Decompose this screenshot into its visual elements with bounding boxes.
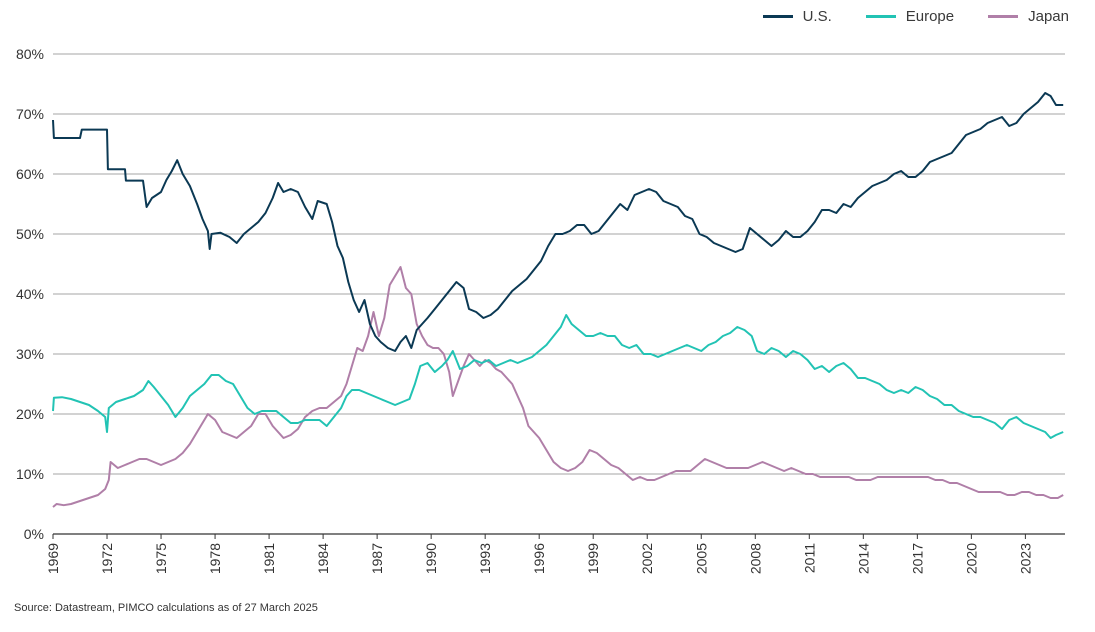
legend-item-us: U.S. <box>762 8 832 25</box>
y-tick-label: 30% <box>16 346 44 362</box>
x-tick-label: 1984 <box>315 543 331 574</box>
legend-swatch-europe <box>865 15 896 18</box>
x-tick-label: 2023 <box>1017 543 1033 574</box>
x-tick-label: 1975 <box>153 543 169 574</box>
y-tick-label: 50% <box>16 226 44 242</box>
x-tick-label: 1996 <box>531 543 547 574</box>
series-line-us <box>52 92 1064 352</box>
legend-swatch-us <box>762 15 793 18</box>
source-note: Source: Datastream, PIMCO calculations a… <box>14 602 318 614</box>
x-tick-label: 1981 <box>261 543 277 574</box>
legend-item-europe: Europe <box>865 8 955 25</box>
series-lines <box>52 92 1064 508</box>
y-tick-label: 70% <box>16 106 44 122</box>
series-line-japan <box>52 266 1064 508</box>
x-tick-label: 1999 <box>585 543 601 574</box>
x-tick-label: 2017 <box>909 543 925 574</box>
y-tick-label: 60% <box>16 166 44 182</box>
y-tick-label: 20% <box>16 406 44 422</box>
legend-item-japan: Japan <box>988 8 1069 25</box>
x-tick-label: 2002 <box>639 543 655 574</box>
x-tick-label: 1993 <box>477 543 493 574</box>
y-axis-ticks: 0% 10% 20% 30% 40% 50% 60% 70% 80% <box>16 46 44 542</box>
y-tick-label: 80% <box>16 46 44 62</box>
x-tick-label: 1969 <box>45 543 61 574</box>
x-tick-label: 1978 <box>207 543 223 574</box>
y-tick-label: 0% <box>24 526 44 542</box>
y-tick-label: 10% <box>16 466 44 482</box>
x-tick-label: 2014 <box>855 543 871 574</box>
series-line-europe <box>52 314 1064 439</box>
legend-swatch-japan <box>988 15 1019 18</box>
y-tick-label: 40% <box>16 286 44 302</box>
legend-label-japan: Japan <box>1028 8 1069 25</box>
legend-label-europe: Europe <box>905 8 955 25</box>
gridlines <box>53 53 1065 475</box>
x-tick-label: 2011 <box>801 543 817 573</box>
x-axis: 1969 1972 1975 1978 1981 1984 1987 1990 1993 1996… <box>45 533 1065 574</box>
legend-label-us: U.S. <box>802 8 832 25</box>
legend: U.S. Europe Japan <box>762 8 1069 25</box>
x-tick-label: 2020 <box>963 543 979 574</box>
x-tick-label: 1987 <box>369 543 385 574</box>
x-tick-label: 2008 <box>747 543 763 574</box>
x-tick-label: 1972 <box>99 543 115 574</box>
x-tick-label: 1990 <box>423 543 439 574</box>
x-tick-label: 2005 <box>693 543 709 574</box>
